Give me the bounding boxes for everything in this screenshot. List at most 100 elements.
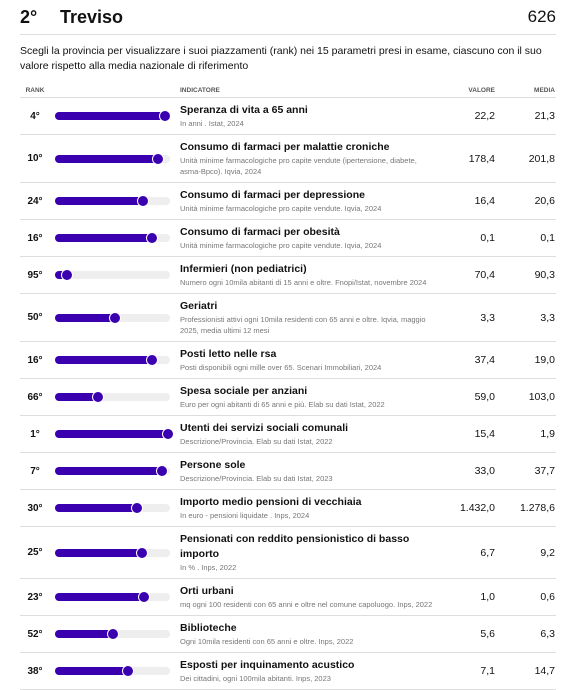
indicator-title: Consumo di farmaci per malattie croniche xyxy=(180,141,390,153)
rank: 16° xyxy=(27,232,43,244)
rows: 4° Speranza di vita a 65 anni In anni . Is… xyxy=(20,98,556,690)
bar-track xyxy=(55,393,170,401)
indicator-note: mq ogni 100 residenti con 65 anni e oltr… xyxy=(180,600,433,609)
indicator-note: In % . Inps, 2022 xyxy=(180,563,237,572)
value: 0,1 xyxy=(480,232,495,244)
indicator: Posti letto nelle rsa Posti disponibili o… xyxy=(180,342,435,378)
indicator-title: Utenti dei servizi sociali comunali xyxy=(180,422,349,434)
bar-fill xyxy=(55,593,147,601)
row: 30° Importo medio pensioni di vecchiaia In… xyxy=(20,490,556,527)
value: 178,4 xyxy=(468,152,495,165)
bar-knob xyxy=(152,152,165,165)
rank: 50° xyxy=(27,312,43,323)
mean: 0,1 xyxy=(540,232,555,244)
bar-knob xyxy=(137,195,150,207)
indicator: Consumo di farmaci per malattie croniche… xyxy=(180,135,435,182)
bar-fill xyxy=(55,197,146,205)
indicator: Persone sole Descrizione/Provincia. Elab … xyxy=(180,453,435,489)
bar-fill xyxy=(55,313,118,322)
row: 4° Speranza di vita a 65 anni In anni . Is… xyxy=(20,98,556,135)
rank: 24° xyxy=(27,195,43,207)
indicator: Consumo di farmaci per depressione Unità … xyxy=(180,183,435,219)
bar-fill xyxy=(55,667,131,675)
indicator-note: Ogni 10mila residenti con 65 anni e oltr… xyxy=(180,637,354,646)
bar-fill xyxy=(55,356,154,364)
indicator: Biblioteche Ogni 10mila residenti con 65 … xyxy=(180,616,435,652)
row: 66° Spesa sociale per anziani Euro per ogn… xyxy=(20,379,556,416)
indicator: Infermieri (non pediatrici) Numero ogni 1… xyxy=(180,257,435,293)
bar-fill xyxy=(55,504,139,512)
province-rank: 2° xyxy=(20,6,38,27)
rank: 66° xyxy=(27,391,43,403)
rank-bar xyxy=(50,269,180,281)
indicator: Spesa sociale per anziani Euro per ogni a… xyxy=(180,379,435,415)
bar-fill xyxy=(55,234,154,242)
col-rank: RANK xyxy=(25,86,45,94)
rank-bar xyxy=(50,465,180,477)
mean: 6,3 xyxy=(540,628,555,640)
rank-bar xyxy=(50,502,180,514)
indicator: Consumo di farmaci per obesità Unità mini… xyxy=(180,220,435,256)
rank: 10° xyxy=(27,153,43,164)
value: 59,0 xyxy=(474,391,495,403)
col-mean: MEDIA xyxy=(534,86,555,94)
bar-fill xyxy=(55,393,101,401)
row: 16° Posti letto nelle rsa Posti disponibil… xyxy=(20,342,556,379)
indicator: Esposti per inquinamento acustico Dei cit… xyxy=(180,653,435,689)
rank-bar xyxy=(50,195,180,207)
row: 25° Pensionati con reddito pensionistico … xyxy=(20,527,556,579)
indicator-title: Orti urbani xyxy=(180,585,234,597)
value: 7,1 xyxy=(480,665,495,677)
bar-knob xyxy=(109,311,122,324)
value: 1.432,0 xyxy=(459,502,495,514)
bar-fill xyxy=(55,430,170,438)
bar-knob xyxy=(162,428,174,440)
indicator-note: Descrizione/Provincia. Elab su dati Ista… xyxy=(180,437,333,446)
rank: 95° xyxy=(27,269,43,281)
rank: 7° xyxy=(30,465,40,477)
row: 95° Infermieri (non pediatrici) Numero ogn… xyxy=(20,257,556,294)
value: 37,4 xyxy=(474,354,495,366)
bar-knob xyxy=(158,110,171,122)
indicator: Speranza di vita a 65 anni In anni . Ista… xyxy=(180,98,435,134)
indicator-title: Geriatri xyxy=(180,300,218,312)
rank-bar xyxy=(50,591,180,603)
rank: 16° xyxy=(27,354,43,366)
rank: 38° xyxy=(27,665,43,677)
bar-fill xyxy=(55,154,161,163)
indicator: Utenti dei servizi sociali comunali Descr… xyxy=(180,416,435,452)
rank-bar xyxy=(50,665,180,677)
mean: 9,2 xyxy=(540,546,555,559)
bar-knob xyxy=(130,502,143,514)
rank: 25° xyxy=(27,547,43,558)
indicator-note: Euro per ogni abitanti di 65 anni e più.… xyxy=(180,400,385,409)
bar-knob xyxy=(107,628,120,640)
mean: 201,8 xyxy=(528,152,555,165)
province-name[interactable]: Treviso xyxy=(60,6,124,27)
row: 52° Biblioteche Ogni 10mila residenti con … xyxy=(20,616,556,653)
row: 10° Consumo di farmaci per malattie croni… xyxy=(20,135,556,183)
bar-track xyxy=(55,271,170,279)
value: 3,3 xyxy=(480,311,495,324)
mean: 20,6 xyxy=(534,195,555,207)
value: 6,7 xyxy=(480,546,495,559)
bar-knob xyxy=(60,269,73,281)
mean: 14,7 xyxy=(534,665,555,677)
rank: 23° xyxy=(27,591,43,603)
rank-bar xyxy=(50,628,180,640)
rank-bar xyxy=(50,311,180,324)
indicator-note: Posti disponibili ogni mille over 65. Sc… xyxy=(180,363,382,372)
indicator-note: In anni . Istat, 2024 xyxy=(180,119,244,128)
indicator-note: Unità minime farmacologiche pro capite v… xyxy=(180,241,382,250)
mean: 21,3 xyxy=(534,110,555,122)
mean: 1.278,6 xyxy=(519,502,555,514)
row: 16° Consumo di farmaci per obesità Unità m… xyxy=(20,220,556,257)
column-headers: RANK INDICATORE VALORE MEDIA xyxy=(20,83,556,98)
bar-knob xyxy=(122,665,135,677)
row: 50° Geriatri Professionisti attivi ogni 10… xyxy=(20,294,556,342)
mean: 0,6 xyxy=(540,591,555,603)
row: 38° Esposti per inquinamento acustico Dei … xyxy=(20,653,556,690)
bar-knob xyxy=(92,391,105,403)
